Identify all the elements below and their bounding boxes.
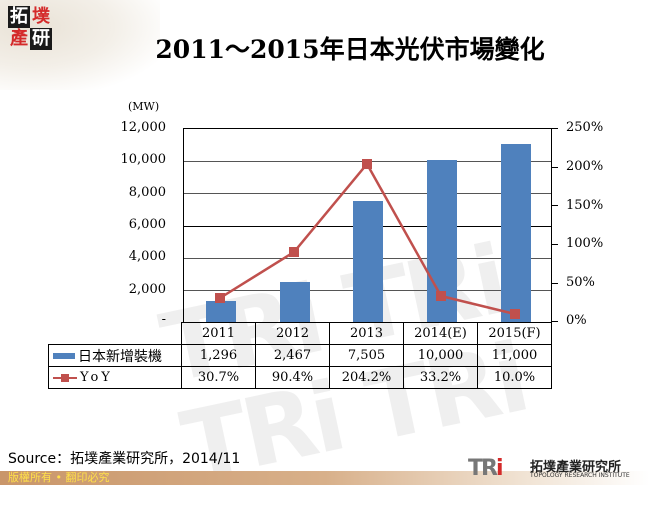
y2-tick: 250%: [566, 120, 604, 135]
y2-tick-mark: [552, 205, 558, 206]
bar-2012: [280, 282, 310, 322]
brand-name-cn: 拓墣產業研究所: [530, 460, 622, 475]
yoy-marker: [289, 247, 299, 257]
bar-2013: [353, 201, 383, 322]
category-label: 2013: [329, 322, 404, 345]
y2-tick: 150%: [566, 198, 604, 213]
y2-tick: 0%: [566, 313, 587, 328]
y2-tick-mark: [552, 128, 558, 129]
table-cell: 10.0%: [477, 366, 552, 389]
yoy-marker: [215, 293, 225, 303]
y-axis-unit: (MW): [128, 100, 160, 113]
table-cell: 10,000: [403, 344, 478, 367]
y2-tick-mark: [552, 321, 558, 322]
table-cell: 30.7%: [181, 366, 256, 389]
table-header-row: 2011 2012 2013 2014(E) 2015(F): [48, 322, 552, 345]
table-row: YoY 30.7% 90.4% 204.2% 33.2% 10.0%: [48, 366, 552, 389]
logo-char: 研: [30, 28, 52, 50]
plot-area: [183, 128, 552, 322]
yoy-marker: [510, 309, 520, 319]
logo: 拓 墣 產 研: [8, 6, 52, 50]
table-row: 日本新增裝機 1,296 2,467 7,505 10,000 11,000: [48, 344, 552, 367]
gridline: [184, 193, 551, 194]
data-table: 2011 2012 2013 2014(E) 2015(F) 日本新增裝機 1,…: [48, 322, 552, 389]
page-title: 2011～2015年日本光伏市場變化: [155, 35, 545, 64]
line-legend-swatch-icon: [53, 373, 77, 383]
logo-char: 拓: [8, 6, 30, 28]
table-cell: 204.2%: [329, 366, 404, 389]
logo-char: 產: [10, 28, 28, 49]
tri-logo-icon: TRi: [468, 456, 503, 481]
yoy-marker: [362, 159, 372, 169]
y2-tick-mark: [552, 244, 558, 245]
legend-entry-yoy: YoY: [48, 366, 182, 389]
y-tick: 12,000: [120, 120, 167, 135]
y2-tick: 100%: [566, 236, 604, 251]
category-label: 2014(E): [403, 322, 478, 345]
table-cell: 11,000: [477, 344, 552, 367]
y-tick: 4,000: [128, 249, 166, 264]
table-cell: 33.2%: [403, 366, 478, 389]
legend-entry-installations: 日本新增裝機: [48, 344, 182, 367]
table-cell: 90.4%: [255, 366, 330, 389]
source-note: Source：拓墣產業研究所，2014/11: [8, 451, 241, 467]
y-tick: 6,000: [128, 217, 166, 232]
table-cell: 1,296: [181, 344, 256, 367]
category-label: 2011: [181, 322, 256, 345]
category-label: 2015(F): [477, 322, 552, 345]
y-tick: 10,000: [120, 152, 167, 167]
yoy-marker: [436, 291, 446, 301]
bar-2015: [501, 144, 531, 322]
bar-2011: [206, 301, 236, 322]
category-label: 2012: [255, 322, 330, 345]
yoy-line: [215, 159, 520, 319]
y2-tick: 50%: [566, 275, 595, 290]
y2-tick-mark: [552, 283, 558, 284]
table-cell: 2,467: [255, 344, 330, 367]
y2-tick: 200%: [566, 159, 604, 174]
logo-char: 墣: [32, 6, 50, 27]
y-tick: 2,000: [128, 282, 166, 297]
copyright-notice: 版權所有 • 翻印必究: [8, 471, 110, 484]
footer-bar: [0, 471, 650, 485]
y-tick: -: [161, 312, 166, 327]
brand-name-en: TOPOLOGY RESEARCH INSTITUTE: [530, 472, 630, 479]
bar-legend-swatch-icon: [53, 352, 75, 359]
y-tick: 8,000: [128, 185, 166, 200]
y2-tick-mark: [552, 167, 558, 168]
table-cell: 7,505: [329, 344, 404, 367]
